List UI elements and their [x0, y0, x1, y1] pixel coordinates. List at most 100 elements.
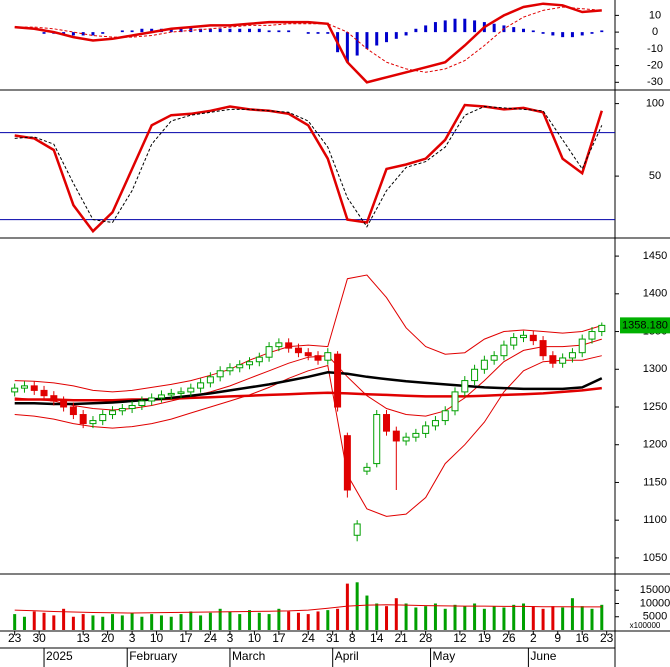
x-tick-label: 17	[179, 631, 193, 645]
candle-body	[461, 380, 469, 393]
volume-bar	[257, 612, 261, 630]
x-tick-label: 20	[101, 631, 115, 645]
volume-bar	[13, 614, 17, 630]
last-price-tag	[620, 317, 670, 334]
macd-bar	[101, 32, 105, 34]
macd-bar	[365, 32, 369, 49]
x-tick-label: 19	[478, 631, 492, 645]
volume-bar	[150, 614, 154, 630]
volume-bar	[404, 603, 408, 630]
volume-bar	[287, 611, 291, 630]
y-tick-label: 1200	[643, 439, 667, 451]
candle-body	[157, 394, 165, 399]
volume-bar	[316, 611, 320, 630]
volume-bar	[385, 606, 389, 630]
candle-body	[588, 331, 596, 340]
volume-bar	[482, 608, 486, 630]
candle-body	[422, 425, 430, 434]
candle-body	[40, 389, 48, 397]
y-tick-label: 10000	[640, 597, 670, 609]
x-tick-label: 14	[370, 631, 384, 645]
volume-bar	[600, 604, 604, 630]
volume-bar	[277, 608, 281, 630]
volume-bar	[365, 595, 369, 630]
candle-body	[197, 382, 205, 389]
volume-bar	[551, 606, 555, 630]
candle-body	[109, 410, 117, 416]
candle-body	[598, 324, 606, 333]
candle-body	[578, 338, 586, 354]
macd-bar	[522, 28, 526, 33]
candle-body	[285, 342, 293, 349]
macd-bar	[463, 18, 467, 33]
candle-body	[490, 355, 498, 361]
volume-bar	[62, 608, 66, 630]
volume-bar	[52, 615, 56, 630]
candle-body	[246, 361, 254, 366]
macd-bar	[189, 27, 193, 33]
volume-bar	[91, 615, 95, 630]
volume-bar	[111, 614, 115, 630]
volume-bar	[120, 615, 124, 630]
candle-body	[441, 410, 449, 422]
y-tick-label: 100	[646, 98, 664, 110]
x-tick-label: 24	[302, 631, 316, 645]
macd-bar	[443, 20, 447, 33]
stoch-line	[14, 105, 603, 228]
macd-line	[14, 2, 602, 84]
volume-bar	[71, 616, 75, 630]
volume-bar	[22, 616, 26, 630]
candle-body	[539, 340, 547, 357]
candle-body	[549, 355, 557, 364]
y-tick-label: 1300	[643, 363, 667, 375]
macd-bar	[561, 32, 565, 38]
macd-bar	[169, 28, 173, 33]
candle-body	[480, 359, 488, 370]
macd-bar	[580, 32, 584, 36]
candle-body	[118, 408, 126, 412]
candle-body	[451, 391, 459, 412]
candle-body	[275, 342, 283, 348]
macd-bar	[81, 32, 85, 36]
volume-bar	[238, 614, 242, 630]
candle-body	[383, 414, 391, 432]
x-tick-label: 12	[453, 631, 467, 645]
macd-bar	[316, 32, 320, 34]
candle-body	[138, 400, 146, 406]
macd-bar	[424, 25, 428, 33]
macd-bar	[71, 32, 75, 36]
volume-bar	[433, 603, 437, 630]
candle-body	[128, 404, 136, 410]
candle-body	[167, 392, 175, 396]
macd-bar	[257, 28, 261, 33]
candle-body	[236, 364, 244, 369]
volume-bar	[502, 607, 506, 630]
x-tick-label: 3	[227, 631, 234, 645]
candle-body	[304, 352, 312, 357]
macd-bar	[91, 32, 95, 36]
macd-bar	[218, 28, 222, 33]
candle-body	[99, 414, 107, 422]
candle-body	[206, 376, 214, 384]
candle-body	[30, 385, 38, 391]
macd-bar	[492, 23, 496, 33]
macd-bar	[248, 28, 252, 33]
x-tick-label: 21	[395, 631, 409, 645]
volume-bar	[336, 608, 340, 630]
candle-body	[510, 337, 518, 346]
candle-body	[431, 420, 439, 427]
y-tick-label: 1100	[643, 514, 667, 526]
volume-bar	[492, 606, 496, 630]
volume-bar	[101, 616, 105, 630]
last-price-label: 1358.180	[622, 319, 668, 331]
volume-bar	[130, 612, 134, 630]
volume-bar	[463, 606, 467, 630]
volume-bar	[42, 612, 46, 630]
candle-body	[392, 430, 400, 442]
candle-body	[148, 397, 156, 402]
price-line	[14, 386, 602, 402]
x-tick-label: 30	[32, 631, 46, 645]
volume-bar	[248, 610, 252, 630]
candle-body	[69, 406, 77, 416]
